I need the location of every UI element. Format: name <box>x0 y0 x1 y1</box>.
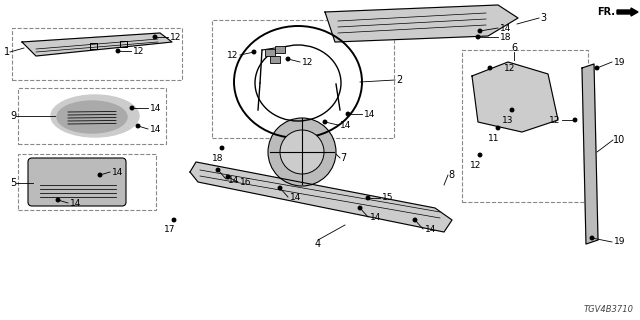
Text: 3: 3 <box>540 13 546 23</box>
Circle shape <box>413 218 417 222</box>
Circle shape <box>323 120 327 124</box>
Circle shape <box>510 108 514 112</box>
FancyBboxPatch shape <box>28 158 126 206</box>
Circle shape <box>153 35 157 39</box>
Text: TGV4B3710: TGV4B3710 <box>584 305 634 314</box>
Text: 14: 14 <box>290 194 301 203</box>
Circle shape <box>358 206 362 210</box>
Circle shape <box>278 186 282 190</box>
Text: 12: 12 <box>302 58 314 67</box>
Bar <box>18 154 156 210</box>
Circle shape <box>496 126 500 130</box>
Text: 18: 18 <box>212 154 224 163</box>
Text: 14: 14 <box>228 175 239 185</box>
Text: 16: 16 <box>240 178 252 187</box>
Bar <box>462 50 588 202</box>
Circle shape <box>172 218 176 222</box>
Polygon shape <box>190 162 452 232</box>
Bar <box>12 28 182 80</box>
Text: 14: 14 <box>340 121 351 130</box>
Bar <box>212 20 394 138</box>
Text: 12: 12 <box>504 63 515 73</box>
Text: 17: 17 <box>164 226 176 235</box>
Circle shape <box>286 57 290 61</box>
Text: 14: 14 <box>150 124 161 133</box>
Text: 14: 14 <box>425 226 436 235</box>
Text: 15: 15 <box>382 194 394 203</box>
Text: 14: 14 <box>70 198 81 207</box>
Circle shape <box>346 112 349 116</box>
Polygon shape <box>325 5 518 42</box>
Polygon shape <box>582 64 598 244</box>
Text: 14: 14 <box>500 23 511 33</box>
Circle shape <box>220 146 224 150</box>
Text: 5: 5 <box>10 178 16 188</box>
FancyArrow shape <box>617 8 638 16</box>
Text: 12: 12 <box>548 116 560 124</box>
Text: 12: 12 <box>227 51 238 60</box>
Bar <box>265 49 275 56</box>
Circle shape <box>488 66 492 70</box>
Text: 8: 8 <box>448 170 454 180</box>
Text: 14: 14 <box>364 109 376 118</box>
Text: 14: 14 <box>150 103 161 113</box>
Text: 12: 12 <box>470 161 482 170</box>
Circle shape <box>590 236 594 240</box>
Text: 14: 14 <box>370 213 381 222</box>
Bar <box>18 88 166 144</box>
Text: 13: 13 <box>502 116 514 124</box>
Text: 7: 7 <box>340 153 346 163</box>
Circle shape <box>476 35 480 39</box>
Circle shape <box>131 106 134 110</box>
Text: 19: 19 <box>614 58 625 67</box>
Text: FR.: FR. <box>597 7 615 17</box>
Text: 18: 18 <box>500 33 511 42</box>
Circle shape <box>99 173 102 177</box>
Text: 14: 14 <box>112 167 124 177</box>
Text: 6: 6 <box>511 43 517 53</box>
Polygon shape <box>22 33 172 56</box>
Polygon shape <box>472 62 558 132</box>
Circle shape <box>268 118 336 186</box>
Text: 10: 10 <box>612 135 625 145</box>
Circle shape <box>252 50 256 54</box>
Ellipse shape <box>57 101 127 133</box>
Text: 2: 2 <box>396 75 403 85</box>
Circle shape <box>280 130 324 174</box>
Text: 12: 12 <box>133 46 145 55</box>
Circle shape <box>366 196 370 200</box>
Text: 11: 11 <box>488 133 500 142</box>
Circle shape <box>478 29 482 33</box>
Circle shape <box>227 175 230 179</box>
Circle shape <box>216 168 220 172</box>
Text: 1: 1 <box>4 47 10 57</box>
Bar <box>270 56 280 63</box>
Text: 4: 4 <box>315 239 321 249</box>
Circle shape <box>116 49 120 53</box>
Bar <box>275 46 285 53</box>
Circle shape <box>595 66 599 70</box>
Circle shape <box>573 118 577 122</box>
Ellipse shape <box>51 95 139 137</box>
Circle shape <box>478 153 482 157</box>
Text: 12: 12 <box>170 33 181 42</box>
Text: 9: 9 <box>10 111 16 121</box>
Text: 19: 19 <box>614 237 625 246</box>
Circle shape <box>56 198 60 202</box>
Circle shape <box>136 124 140 128</box>
